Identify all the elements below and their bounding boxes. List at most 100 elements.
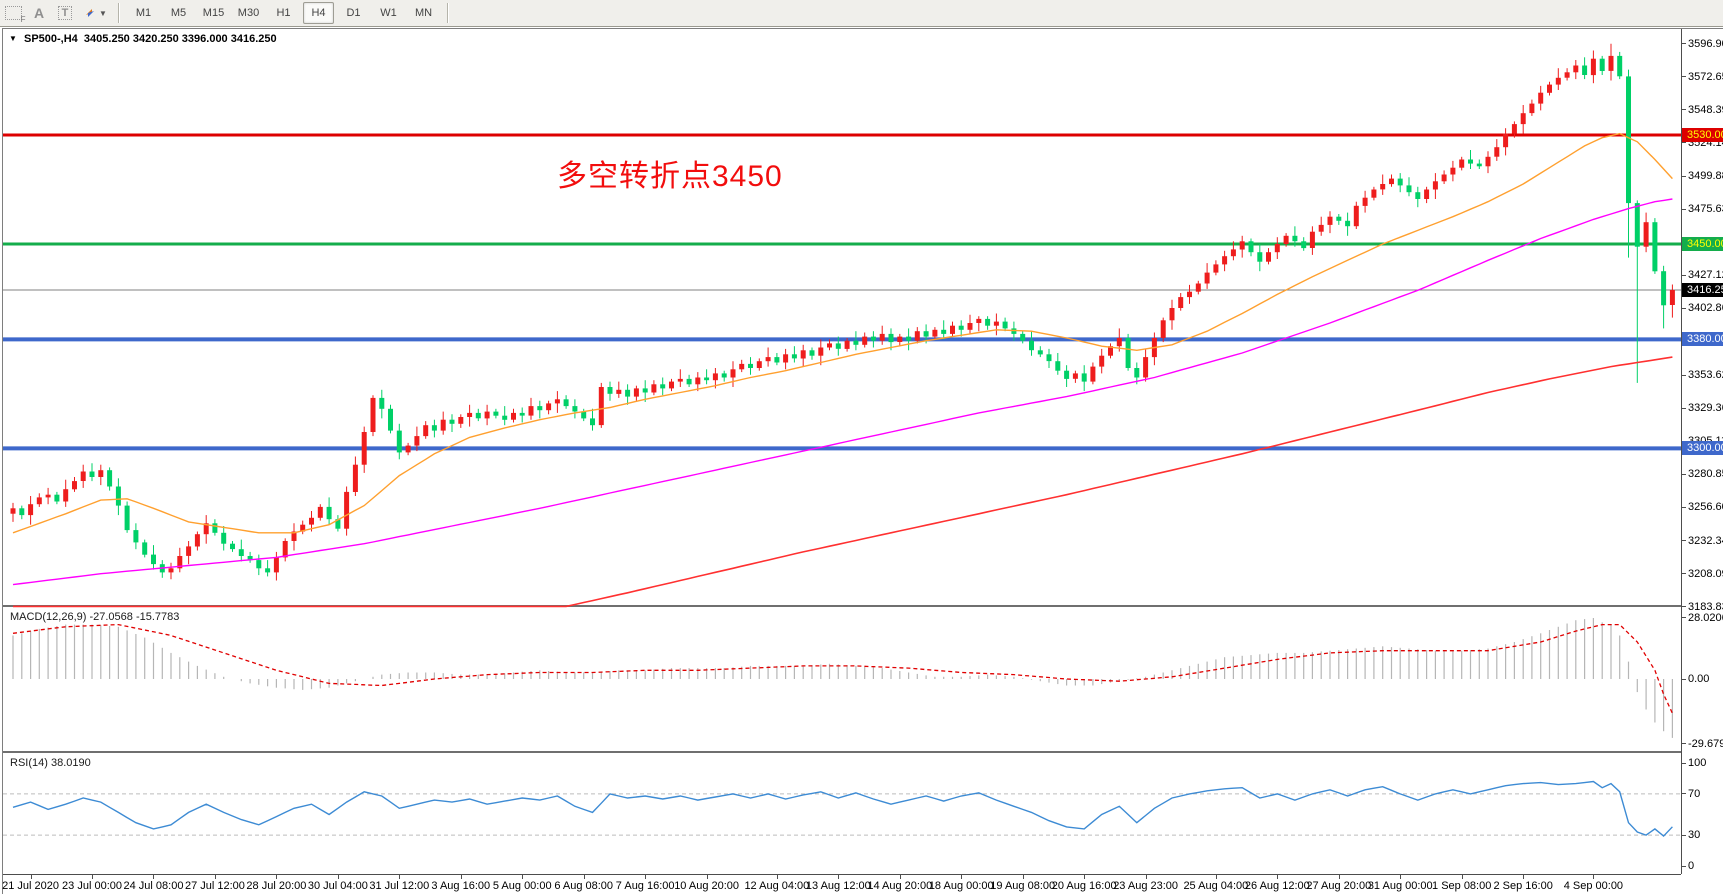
time-tick [1022,875,1024,879]
level-badge-3530: 3530.000 [1682,127,1723,142]
ma-fast-orange-line [12,132,1673,534]
time-tick [92,875,94,879]
price-tick-label: 3427.120 [1688,269,1723,282]
timeframe-button-h1[interactable]: H1 [276,7,291,19]
time-tick-label: 6 Aug 08:00 [554,880,614,892]
time-tick-label: 3 Aug 16:00 [431,880,491,892]
price-tick-label: 3572.650 [1688,70,1723,83]
text-label-button[interactable]: A [26,2,52,24]
time-tick [1593,875,1595,879]
time-tick-label: 18 Aug 00:00 [928,880,994,892]
text-box-button[interactable]: T [52,2,78,24]
rsi-panel-label: RSI(14) 38.0190 [10,757,91,769]
chart-title: ▼ SP500-,H4 3405.250 3420.250 3396.000 3… [9,33,277,45]
rsi-tick-label: 100 [1688,757,1707,769]
time-tick-label: 7 Aug 16:00 [615,880,675,892]
time-tick [1523,875,1525,879]
price-tick-label: 3183.835 [1688,600,1723,613]
timeframe-button-w1[interactable]: W1 [380,7,397,19]
timeframe-button-h4[interactable]: H4 [303,2,334,24]
time-tick [1461,875,1463,879]
ma-mid-magenta-line [12,198,1673,586]
cycle-arrows-icon [86,9,95,17]
time-tick-label: 26 Aug 12:00 [1244,880,1310,892]
time-tick [583,875,585,879]
time-tick-label: 24 Jul 08:00 [123,880,184,892]
time-tick [1400,875,1402,879]
time-tick [153,875,155,879]
scale-tick [1682,743,1686,745]
scale-tick [1682,762,1686,764]
price-tick-label: 3280.855 [1688,468,1723,481]
time-tick-label: 20 Aug 16:00 [1051,880,1117,892]
crosshair-grid-icon: F [4,6,26,24]
macd-signal-line [12,623,1673,714]
time-tick-label: 19 Aug 08:00 [990,880,1056,892]
price-tick-label: 3596.905 [1688,37,1723,50]
symbol-timeframe-label: SP500-,H4 [23,33,78,45]
time-tick [399,875,401,879]
time-tick-label: 27 Jul 12:00 [184,880,245,892]
scale-tick [1682,407,1686,409]
price-tick-label: 3475.630 [1688,203,1723,216]
price-tick-label: 3548.395 [1688,103,1723,116]
chart-window[interactable]: ▼ SP500-,H4 3405.250 3420.250 3396.000 3… [2,28,1723,894]
timeframe-button-d1[interactable]: D1 [346,7,361,19]
scale-tick [1682,793,1686,795]
macd-panel-label: MACD(12,26,9) -27.0568 -15.7783 [10,611,180,623]
scale-tick [1682,76,1686,78]
time-tick-label: 2 Sep 16:00 [1493,880,1553,892]
chevron-down-icon: ▼ [99,8,107,18]
scale-tick [1682,506,1686,508]
time-tick [1215,875,1217,879]
timeframe-button-mn[interactable]: MN [414,7,433,19]
timeframe-button-m5[interactable]: M5 [170,7,187,19]
scale-tick [1682,208,1686,210]
time-tick-label: 4 Sep 00:00 [1563,880,1624,892]
timeframe-button-m15[interactable]: M15 [202,7,225,19]
time-tick [337,875,339,879]
cycle-arrows-button[interactable]: ▼ [78,2,112,24]
macd-tick-label: 28.0206 [1688,611,1723,624]
scale-tick [1682,473,1686,475]
time-tick [1084,875,1086,879]
rsi-tick-label: 0 [1688,860,1695,872]
time-scale[interactable]: 21 Jul 2020 23 Jul 00:00 24 Jul 08:00 27 Ju… [2,874,1681,894]
time-tick [838,875,840,879]
time-tick [899,875,901,879]
time-tick-label: 31 Aug 00:00 [1367,880,1433,892]
time-tick [776,875,778,879]
scale-tick [1682,617,1686,619]
price-scale[interactable]: 3596.9053572.6503548.3953524.1403499.885… [1681,29,1723,874]
time-tick [961,875,963,879]
chart-canvas[interactable] [3,29,1681,894]
time-tick-label: 28 Jul 20:00 [246,880,307,892]
price-tick-label: 3353.620 [1688,369,1723,382]
price-tick-label: 3499.885 [1688,170,1723,182]
time-tick [214,875,216,879]
time-tick-label: 31 Jul 12:00 [369,880,430,892]
time-tick-label: 5 Aug 00:00 [492,880,552,892]
scale-tick [1682,573,1686,575]
time-tick-label: 23 Aug 23:00 [1113,880,1179,892]
ohlc-values-label: 3405.250 3420.250 3396.000 3416.250 [83,33,277,45]
crosshair-grid-button[interactable]: F [0,2,26,24]
timeframe-button-m30[interactable]: M30 [237,7,260,19]
toolbar: F A T ▼ M1 M5 M15 M30 H1 H4 D1 W1 MN [0,0,1723,27]
timeframe-button-m1[interactable]: M1 [135,7,152,19]
time-tick [522,875,524,879]
time-tick-label: 14 Aug 20:00 [867,880,933,892]
timeframe-group: M1 M5 M15 M30 H1 H4 D1 W1 MN [126,0,441,26]
toolbar-separator [118,3,120,23]
time-tick-label: 10 Aug 20:00 [674,880,740,892]
time-tick-label: 1 Sep 08:00 [1432,880,1492,892]
level-badge-3300: 3300.000 [1682,441,1723,456]
scale-tick [1682,606,1686,608]
time-tick-label: 30 Jul 04:00 [307,880,368,892]
rsi-line [12,780,1673,838]
time-tick-label: 23 Jul 00:00 [62,880,122,892]
scale-tick [1682,678,1686,680]
price-tick-label: 3232.345 [1688,534,1723,547]
annotation-text: 多空转折点3450 [557,160,783,193]
